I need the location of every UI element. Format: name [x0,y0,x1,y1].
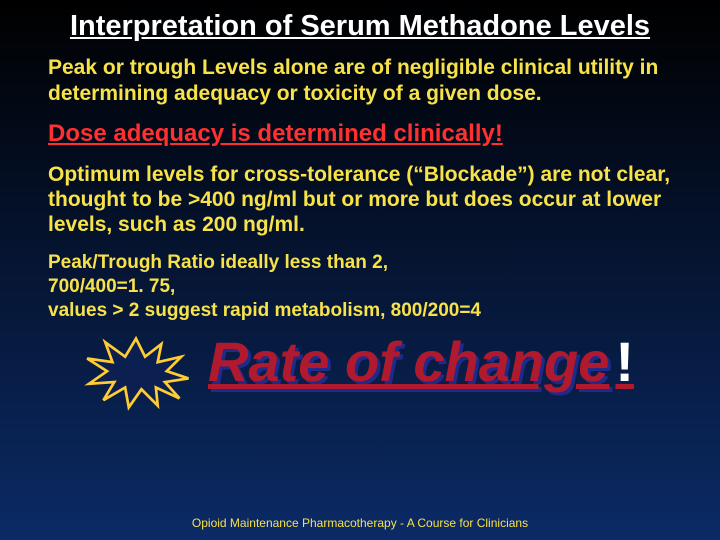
paragraph-blockade: Optimum levels for cross-tolerance (“Blo… [48,162,672,238]
ratio-line-3: values > 2 suggest rapid metabolism, 800… [48,299,672,323]
rate-front-label: Rate of change [208,330,609,393]
starburst-icon [76,335,196,411]
footer-text: Opioid Maintenance Pharmacotherapy - A C… [0,516,720,530]
slide: Interpretation of Serum Methadone Levels… [0,0,720,540]
rate-front: Rate of change! [208,330,634,393]
paragraph-peak-trough: Peak or trough Levels alone are of negli… [48,55,672,105]
rate-of-change-region: Rate of change Rate of change! [48,329,672,415]
clinically-line: Dose adequacy is determined clinically! [48,120,672,148]
rate-exclamation: ! [615,330,634,393]
ratio-block: Peak/Trough Ratio ideally less than 2, 7… [48,251,672,322]
ratio-line-2: 700/400=1. 75, [48,275,672,299]
slide-title: Interpretation of Serum Methadone Levels [48,10,672,43]
rate-of-change-text: Rate of change Rate of change! [208,329,634,394]
ratio-line-1: Peak/Trough Ratio ideally less than 2, [48,251,672,275]
